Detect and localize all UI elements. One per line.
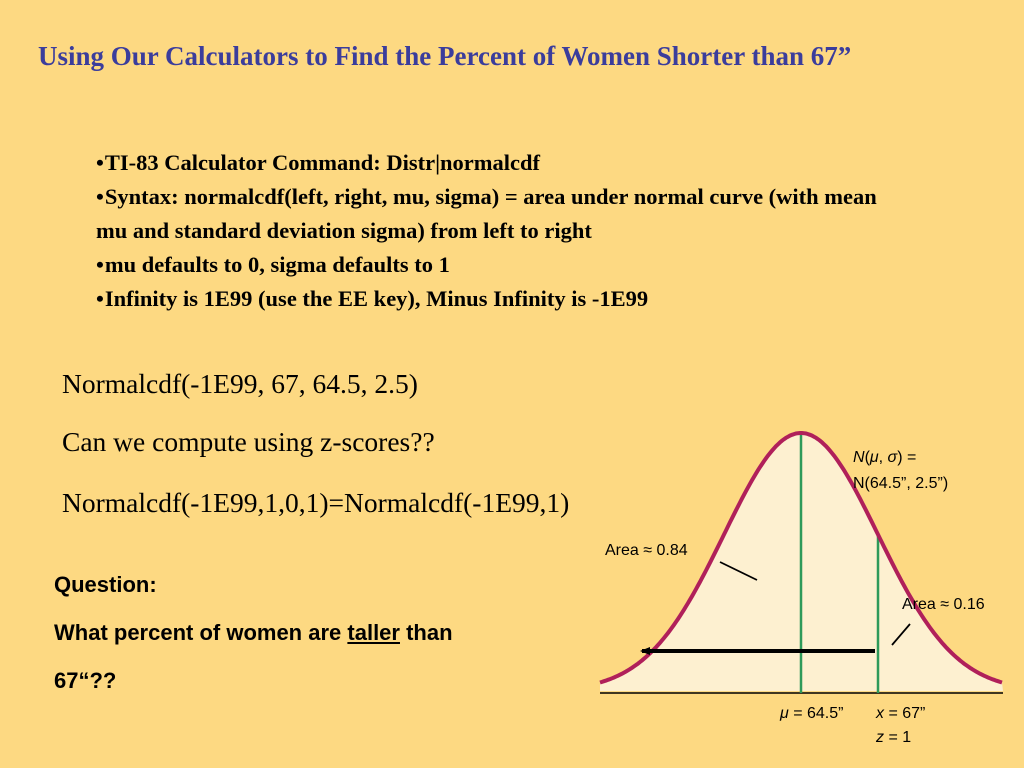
area-right-label: Area ≈ 0.16 xyxy=(902,596,985,613)
mean-label: μ = 64.5” xyxy=(780,705,844,722)
normalcdf-call: Normalcdf(-1E99, 67, 64.5, 2.5) xyxy=(62,368,418,399)
shaded-area-left xyxy=(600,433,878,691)
normal-curve xyxy=(599,431,1003,685)
distribution-label: N(μ, σ) = N(64.5”, 2.5”) xyxy=(853,449,949,492)
taller-emphasis: taller xyxy=(347,620,400,645)
z-score-question: Can we compute using z-scores?? xyxy=(62,426,435,457)
bullet-defaults: •mu defaults to 0, sigma defaults to 1 xyxy=(96,252,450,277)
z-score-equivalence: Normalcdf(-1E99,1,0,1)=Normalcdf(-1E99,1… xyxy=(62,487,570,518)
slide-title: Using Our Calculators to Find the Percen… xyxy=(38,41,852,71)
bullet-infinity: •Infinity is 1E99 (use the EE key), Minu… xyxy=(96,286,649,311)
area-left-pointer xyxy=(719,561,758,581)
area-left-label: Area ≈ 0.84 xyxy=(605,542,688,559)
shaded-area-right xyxy=(878,534,1003,691)
bullet-calculator-command: •TI-83 Calculator Command: Distr|normalc… xyxy=(96,150,541,175)
bullet-syntax: •Syntax: normalcdf(left, right, mu, sigm… xyxy=(96,184,877,243)
cutoff-x-label: x = 67” xyxy=(876,705,926,722)
calculator-bullets: •TI-83 Calculator Command: Distr|normalc… xyxy=(96,146,896,316)
cutoff-z-label: z = 1 xyxy=(876,729,912,746)
question-tail: 67“?? xyxy=(54,668,117,693)
question-heading: Question: xyxy=(54,572,157,597)
area-right-pointer xyxy=(891,623,911,646)
question-text: What percent of women are taller than xyxy=(54,620,453,645)
